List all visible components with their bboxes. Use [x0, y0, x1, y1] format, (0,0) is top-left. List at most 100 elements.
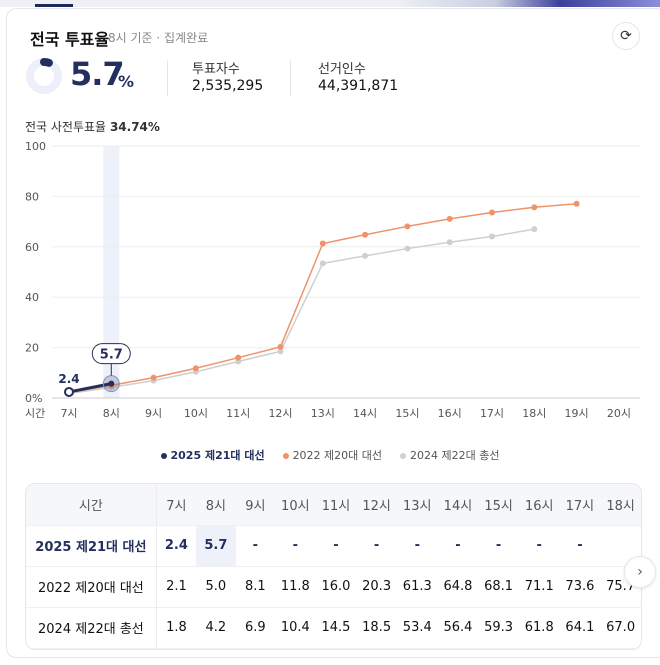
table-cell: 16.0: [321, 579, 351, 594]
table-cell: 6.9: [245, 620, 266, 635]
early-voting-rate: 34.74%: [109, 120, 160, 134]
table-cell: 71.1: [524, 579, 554, 594]
table-cell: 67.0: [606, 620, 636, 635]
table-cell: -: [292, 538, 299, 553]
page-title: 전국 투표율: [30, 30, 110, 49]
table-cell: 18.5: [362, 620, 392, 635]
column-header: 18시: [600, 484, 641, 525]
x-tick-label: 16시: [438, 407, 462, 420]
column-header: 17시: [559, 484, 601, 525]
table-cell: 56.4: [443, 620, 473, 635]
early-voting: 전국 사전투표율 34.74%: [25, 120, 160, 134]
top-banner: [0, 0, 660, 7]
legend-2024: 2024 제22대 총선: [400, 447, 500, 463]
column-header: 시간: [26, 484, 157, 525]
x-tick-label: 13시: [311, 407, 335, 420]
row-label: 2024 제22대 총선: [26, 607, 157, 648]
x-tick-label: 17시: [480, 407, 504, 420]
data-point: [319, 240, 326, 247]
x-tick-label: 8시: [103, 407, 120, 420]
data-point: [573, 200, 580, 207]
table-cell: 73.6: [565, 579, 595, 594]
divider: [290, 60, 291, 96]
y-tick-label: 100: [25, 140, 46, 153]
x-tick-label: 9시: [145, 407, 162, 420]
electorate-label: 선거인수: [318, 62, 366, 77]
table-cell: 11.8: [280, 579, 310, 594]
series-line: [68, 382, 112, 394]
data-point: [235, 354, 242, 361]
turnout-chart: 0% 20 40 60 80 100 시간 7시 8시 9시 10시 11시 12시 13시 14시 15시 1…: [25, 140, 640, 420]
column-header: 16시: [518, 484, 560, 525]
turnout-table: 시간 7시 8시 9시 10시 11시 12시 13시 14시 15시 16시 17시 18시 2025 …: [25, 483, 642, 650]
table-cell: 61.3: [402, 579, 432, 594]
y-tick-label: 20: [25, 342, 39, 355]
table-cell: 1.8: [166, 620, 187, 635]
legend-2022: 2022 제20대 대선: [282, 447, 382, 463]
x-tick-label: 10시: [184, 407, 208, 420]
voters-value: 2,535,295: [192, 78, 264, 94]
subtitle: 8시 기준 · 집계완료: [108, 31, 209, 45]
column-header: 14시: [437, 484, 479, 525]
column-header: 11시: [315, 484, 357, 525]
chevron-right-icon: ›: [637, 564, 643, 580]
table-cell: 64.8: [443, 579, 473, 594]
data-label: 2.4: [58, 372, 79, 386]
data-point: [404, 223, 411, 230]
data-point: [446, 239, 453, 246]
data-point: [277, 343, 284, 350]
row-label: 2022 제20대 대선: [26, 566, 157, 607]
table-cell: 59.3: [484, 620, 514, 635]
data-point: [531, 204, 538, 211]
x-tick-label: 12시: [268, 407, 292, 420]
table-cell: 2.4: [164, 538, 188, 553]
y-tick-label: 60: [25, 241, 39, 254]
table-row: 2025 제21대 대선 2.4 5.7 - - - - - - - - -: [26, 525, 641, 566]
divider: [167, 60, 168, 96]
tab-indicator: [35, 4, 73, 7]
column-header: 10시: [274, 484, 316, 525]
table-cell: -: [414, 538, 420, 553]
data-point: [489, 209, 495, 216]
legend-2025: 2025 제21대 대선: [160, 447, 265, 463]
x-tick-label: 18시: [522, 407, 546, 420]
x-tick-label: 11시: [226, 407, 250, 420]
table-cell: 10.4: [280, 620, 310, 635]
x-tick-label: 20시: [607, 407, 631, 420]
data-point: [362, 231, 369, 238]
y-tick-label: 80: [25, 190, 39, 203]
table-cell: 8.1: [245, 579, 266, 594]
data-point: [404, 245, 411, 252]
y-tick-label: 40: [25, 291, 39, 304]
table-cell: 20.3: [362, 579, 392, 594]
data-point: [64, 386, 74, 397]
series-line: [68, 202, 577, 394]
data-point: [531, 226, 538, 233]
table-cell: 14.5: [321, 620, 351, 635]
table-row: 2022 제20대 대선 2.1 5.0 8.1 11.8 16.0 20.3 61.3 64.…: [26, 566, 641, 607]
table-cell: -: [373, 538, 380, 553]
data-point: [319, 260, 326, 267]
table-cell: 64.1: [565, 620, 595, 635]
voters-label: 투표자수: [192, 62, 240, 77]
turnout-unit: %: [118, 72, 135, 91]
data-label: 5.7: [100, 348, 123, 363]
table-row: 2024 제22대 총선 1.8 4.2 6.9 10.4 14.5 18.5 53.4 56.…: [26, 607, 641, 648]
chart-legend: 2025 제21대 대선 2022 제20대 대선 2024 제22대 총선: [0, 447, 660, 463]
table-cell: -: [333, 538, 339, 553]
data-point: [108, 380, 115, 387]
x-tick-label: 15시: [395, 407, 419, 420]
table-next-button[interactable]: ›: [624, 556, 656, 588]
refresh-button[interactable]: ⟳: [612, 22, 640, 50]
table-cell: 2.1: [166, 579, 187, 594]
series-line: [68, 228, 535, 395]
column-header: 13시: [396, 484, 438, 525]
table-cell: 5.7: [196, 525, 236, 566]
data-point: [277, 348, 284, 355]
column-header: 12시: [356, 484, 397, 525]
turnout-ring: [26, 58, 62, 94]
table-cell: -: [577, 538, 583, 553]
data-point: [150, 374, 157, 381]
x-tick-label: 7시: [60, 407, 77, 420]
x-tick-label: 14시: [353, 407, 377, 420]
